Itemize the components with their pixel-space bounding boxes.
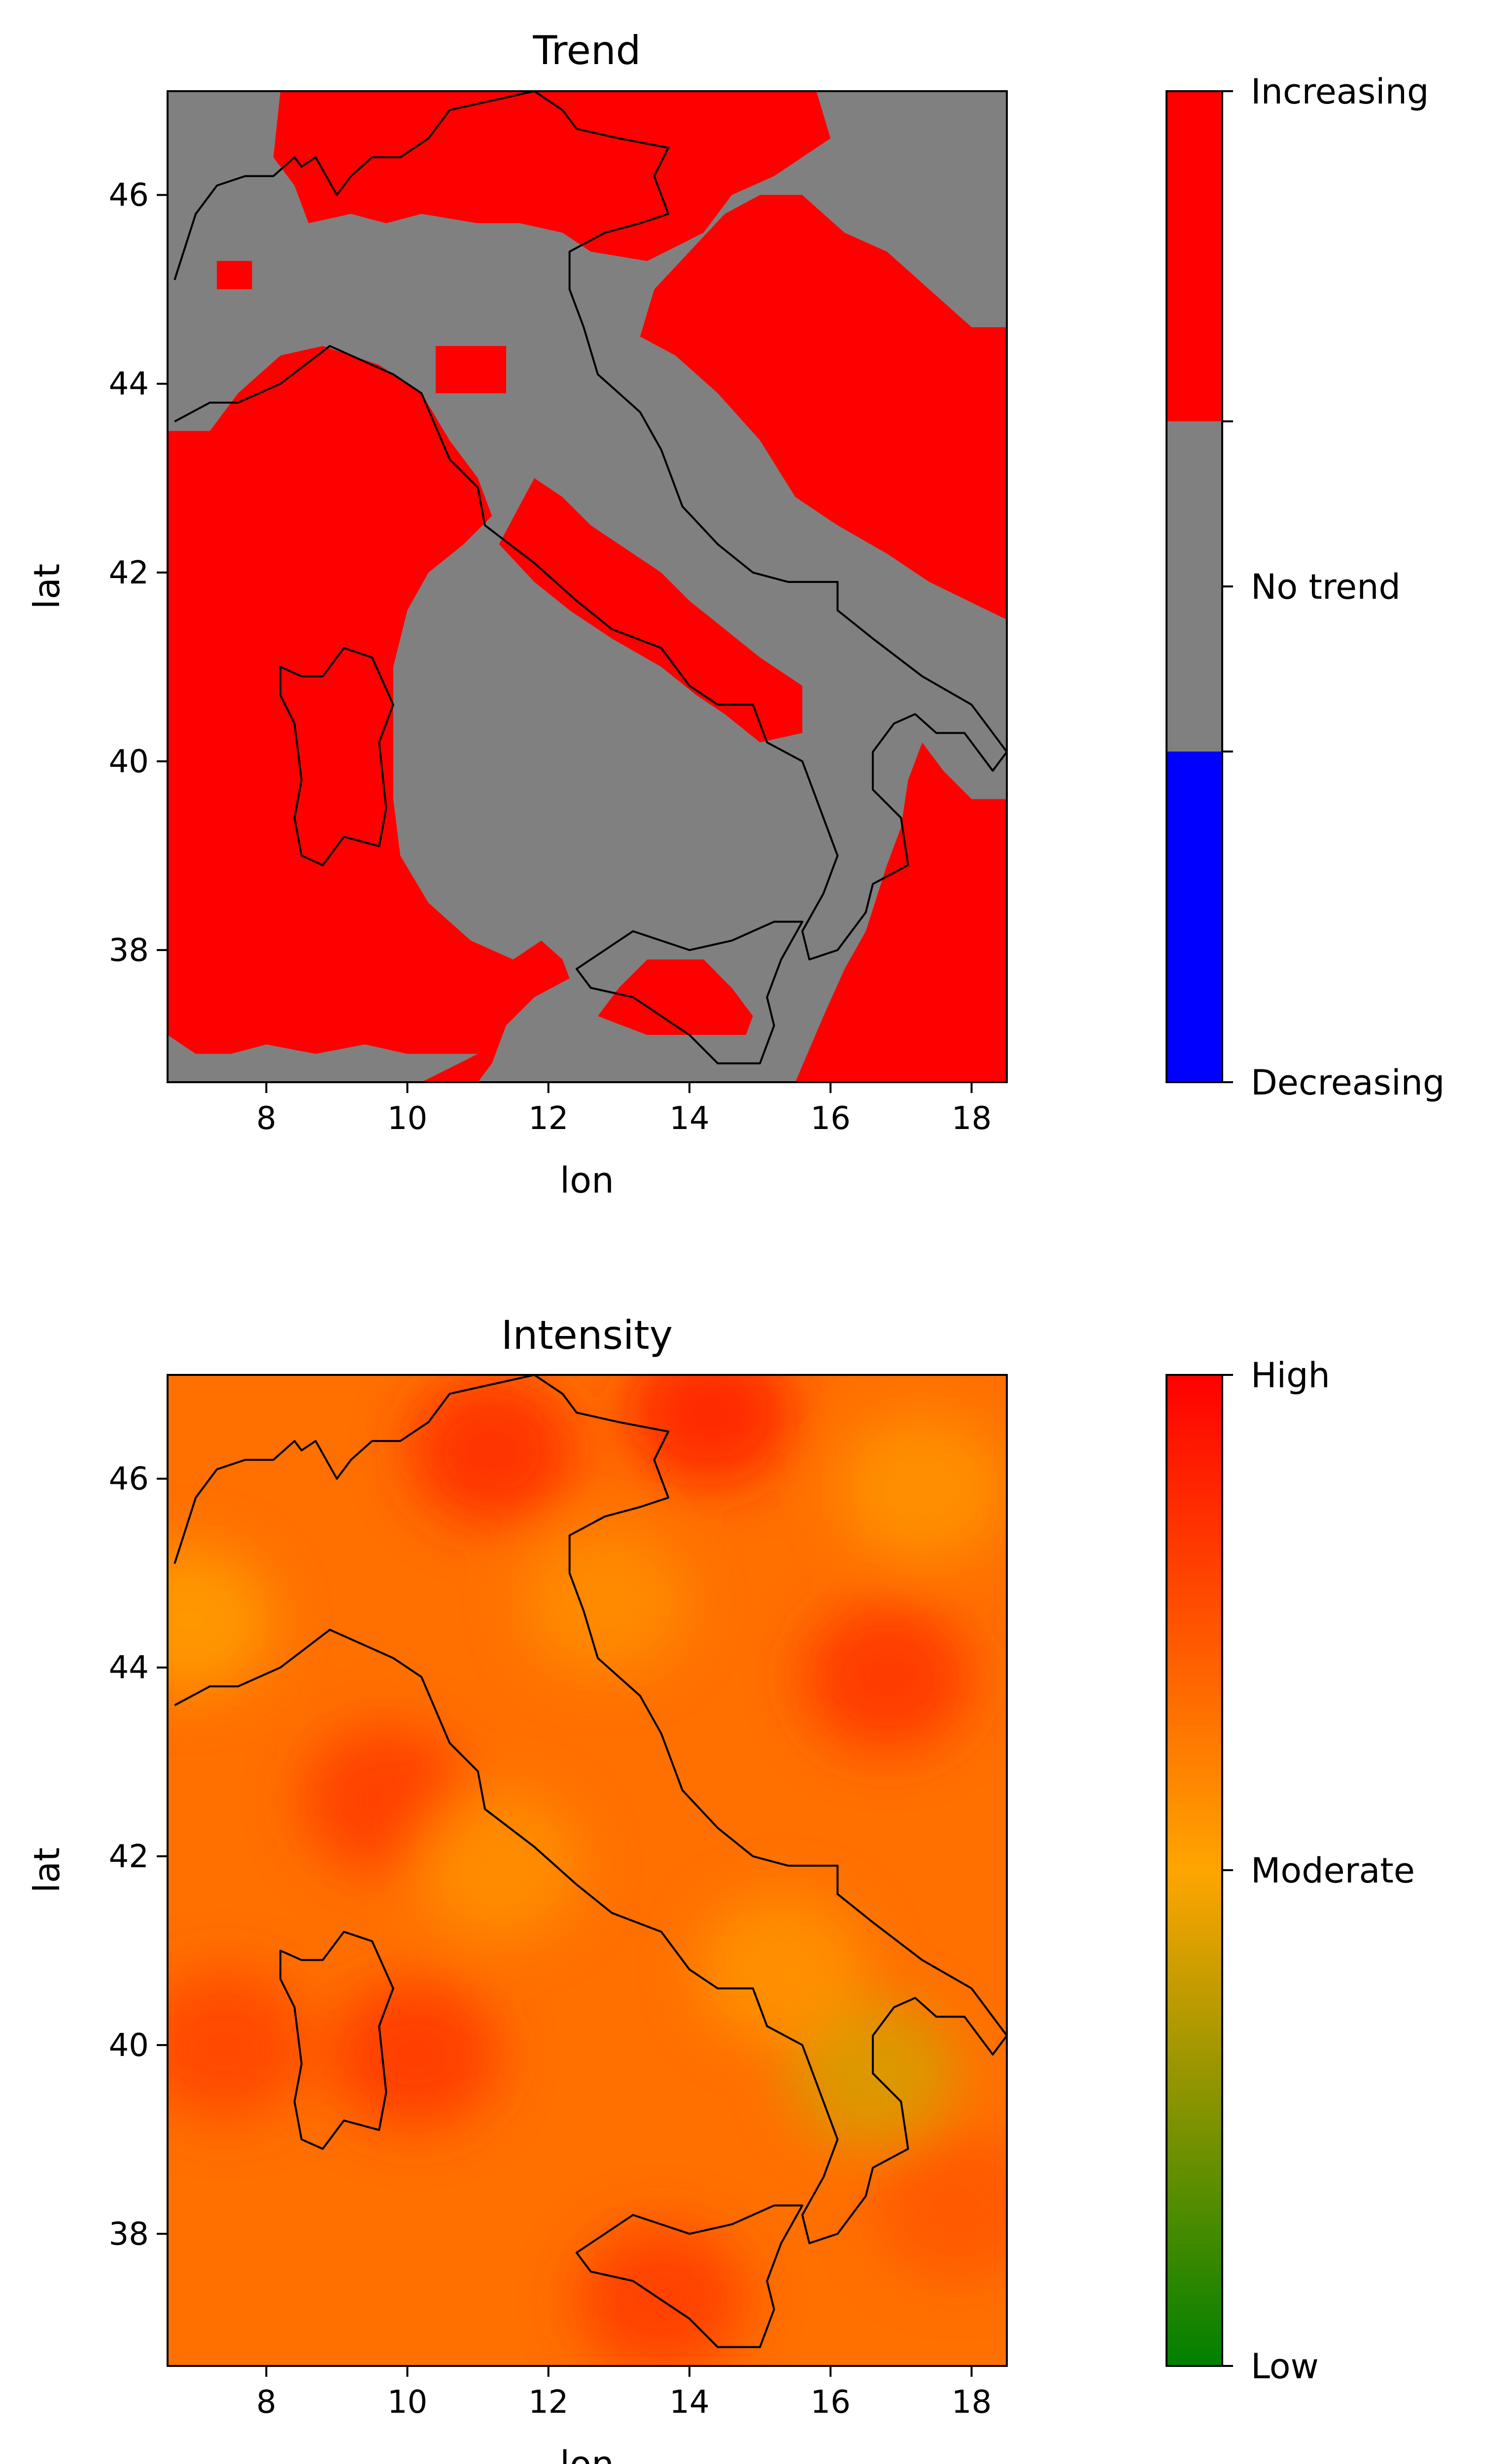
intensity-coolspot <box>521 1527 689 1676</box>
trend-x-tick-label: 8 <box>256 1100 276 1137</box>
intensity-coastline <box>173 1375 1007 2244</box>
trend-y-tick-label: 46 <box>109 177 149 214</box>
intensity-x-tick-label: 18 <box>952 2384 992 2421</box>
intensity-x-tick-label: 12 <box>528 2384 568 2421</box>
intensity-plot-frame <box>167 1374 1008 2367</box>
trend-plot-frame <box>167 90 1008 1083</box>
intensity-x-label: lon <box>560 2443 614 2464</box>
trend-region-increasing <box>379 1026 506 1082</box>
intensity-coolspot <box>838 1414 1006 1562</box>
intensity-coastline <box>576 2204 803 2348</box>
trend-region-increasing <box>598 959 753 1035</box>
trend-region-increasing <box>795 742 1007 1082</box>
trend-x-label: lon <box>560 1160 614 1201</box>
trend-y-tick-label: 42 <box>109 555 149 591</box>
intensity-y-tick-label: 44 <box>109 1650 149 1686</box>
intensity-hotspot <box>330 1980 498 2128</box>
colorbar-tick-high: High <box>1251 1355 1330 1396</box>
trend-region-increasing <box>168 346 570 1054</box>
trend-region-increasing <box>273 91 831 261</box>
intensity-coolspot <box>168 1546 273 1694</box>
colorbar-increasing-swatch <box>1167 91 1222 421</box>
trend-y-tick-label: 40 <box>109 744 149 780</box>
intensity-hotspot <box>803 1603 971 1751</box>
colorbar-tick-no-trend: No trend <box>1251 567 1401 607</box>
intensity-x-tick-label: 8 <box>256 2384 276 2421</box>
trend-y-tick-label: 44 <box>109 366 149 403</box>
trend-coastline <box>576 921 803 1064</box>
trend-y-ticks: 38 40 42 44 46 <box>109 177 168 969</box>
intensity-field <box>168 1375 1007 2366</box>
colorbar-no-trend-swatch <box>1167 421 1222 752</box>
intensity-y-ticks: 38 40 42 44 46 <box>109 1461 168 2253</box>
trend-x-ticks: 8 10 12 14 16 18 <box>256 1082 992 1137</box>
trend-region-increasing <box>499 478 802 743</box>
trend-y-label: lat <box>26 564 68 609</box>
intensity-title: Intensity <box>501 1312 673 1358</box>
intensity-x-ticks: 8 10 12 14 16 18 <box>256 2366 992 2421</box>
intensity-x-tick-label: 10 <box>387 2384 427 2421</box>
intensity-hotspot <box>408 1376 576 1525</box>
trend-panel: Trend 8 10 12 14 16 18 38 40 42 44 46 lon lat Inc… <box>26 28 1444 1201</box>
colorbar-tick-low: Low <box>1251 2346 1319 2387</box>
trend-x-tick-label: 10 <box>387 1100 427 1137</box>
intensity-coolspot <box>697 1895 865 2044</box>
trend-coastline <box>173 91 1007 960</box>
intensity-y-tick-label: 40 <box>109 2027 149 2064</box>
intensity-y-tick-label: 42 <box>109 1839 149 1875</box>
trend-title: Trend <box>533 28 641 73</box>
intensity-x-tick-label: 14 <box>669 2384 709 2421</box>
trend-coastline <box>279 647 394 866</box>
colorbar-tick-decreasing: Decreasing <box>1251 1062 1444 1103</box>
intensity-colorbar-gradient <box>1167 1375 1222 2366</box>
trend-region-increasing <box>435 346 506 393</box>
trend-x-tick-label: 14 <box>669 1100 709 1137</box>
intensity-coastlines <box>173 1375 1007 2348</box>
trend-region-increasing <box>640 195 1007 620</box>
intensity-colorbar: High Moderate Low <box>1166 1355 1415 2387</box>
trend-x-tick-label: 12 <box>528 1100 568 1137</box>
trend-colorbar: Increasing No trend Decreasing <box>1166 71 1444 1103</box>
trend-x-tick-label: 16 <box>811 1100 851 1137</box>
colorbar-decreasing-swatch <box>1167 752 1222 1082</box>
colorbar-tick-moderate: Moderate <box>1251 1850 1415 1891</box>
intensity-coolspot <box>415 1791 583 1940</box>
intensity-hotspot <box>626 1375 794 1487</box>
intensity-coastline <box>279 1931 394 2150</box>
intensity-y-tick-label: 46 <box>109 1461 149 1498</box>
trend-y-tick-label: 38 <box>109 932 149 969</box>
trend-regions <box>168 91 1007 1082</box>
intensity-y-label: lat <box>26 1848 68 1893</box>
intensity-panel: Intensity 8 10 12 14 16 18 38 40 42 44 46 lon lat… <box>26 1312 1415 2464</box>
trend-region-increasing <box>217 261 252 290</box>
intensity-x-tick-label: 16 <box>811 2384 851 2421</box>
intensity-hotspot <box>168 1971 308 2119</box>
trend-coastlines <box>173 91 1007 1064</box>
intensity-hotspot <box>873 2131 1007 2280</box>
intensity-hotspot <box>577 2225 745 2366</box>
trend-x-tick-label: 18 <box>952 1100 992 1137</box>
intensity-y-tick-label: 38 <box>109 2216 149 2253</box>
colorbar-tick-increasing: Increasing <box>1251 71 1429 112</box>
